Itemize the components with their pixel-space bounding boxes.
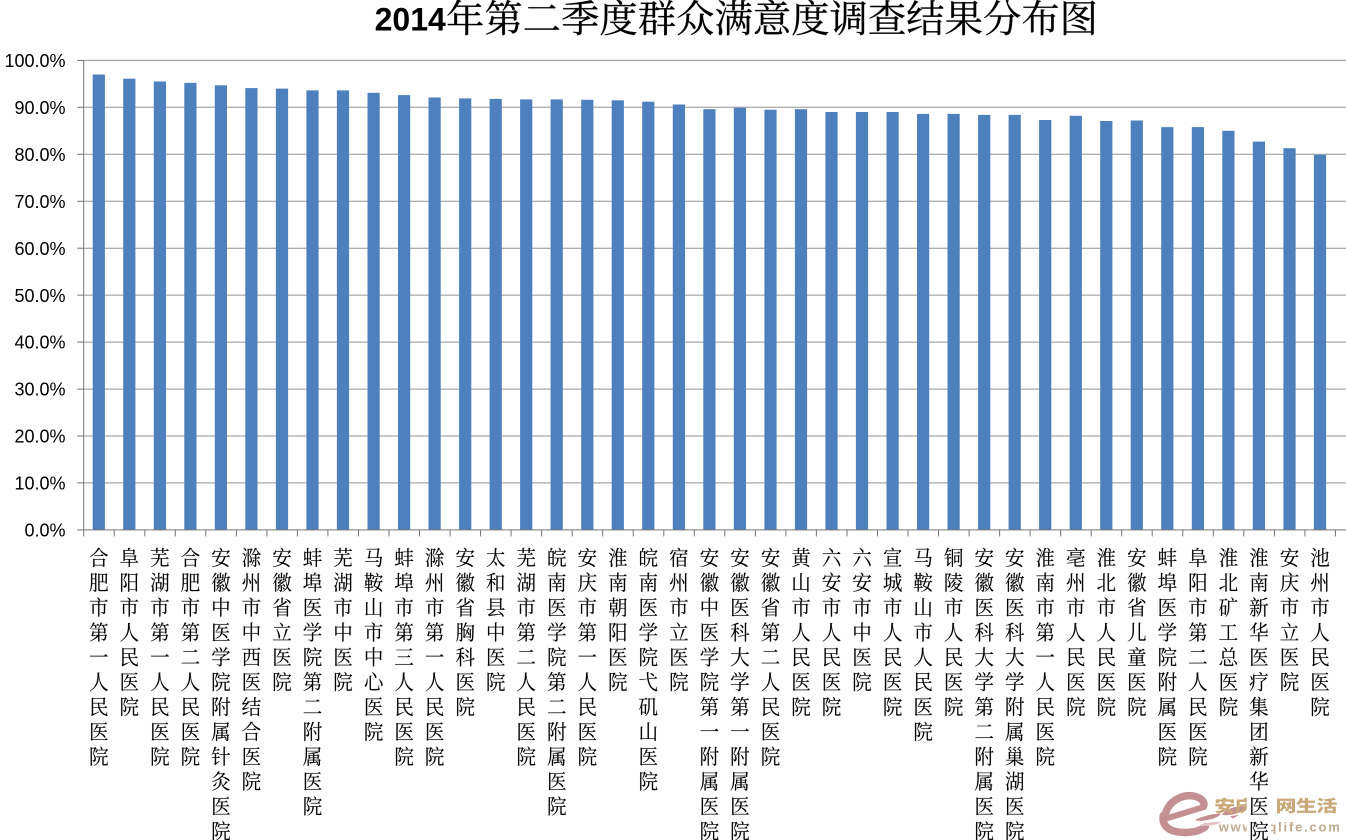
svg-text:2014: 2014 <box>375 2 446 38</box>
svg-text:20.0%: 20.0% <box>14 427 65 447</box>
svg-text:0.0%: 0.0% <box>24 521 65 541</box>
svg-text:70.0%: 70.0% <box>14 192 65 212</box>
svg-text:60.0%: 60.0% <box>14 239 65 259</box>
svg-text:30.0%: 30.0% <box>14 380 65 400</box>
svg-text:100.0%: 100.0% <box>4 51 65 71</box>
svg-text:10.0%: 10.0% <box>14 474 65 494</box>
svg-text:90.0%: 90.0% <box>14 98 65 118</box>
svg-text:www.aqlife.com: www.aqlife.com <box>1218 819 1342 834</box>
svg-text:40.0%: 40.0% <box>14 333 65 353</box>
svg-text:80.0%: 80.0% <box>14 145 65 165</box>
svg-text:50.0%: 50.0% <box>14 286 65 306</box>
